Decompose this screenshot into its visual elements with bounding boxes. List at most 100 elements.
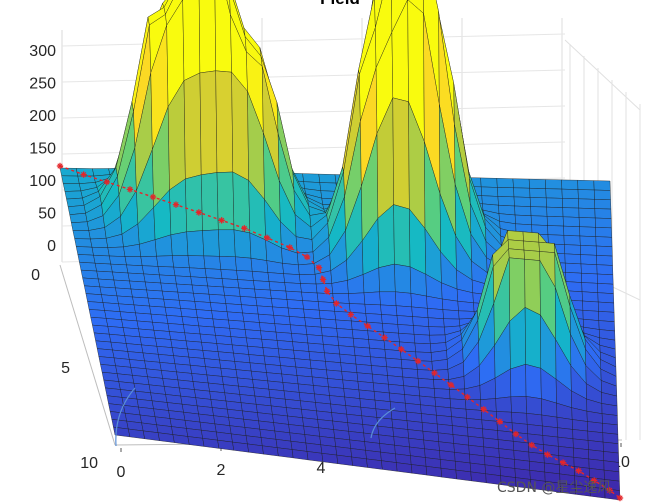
surface-cell (69, 212, 88, 223)
surface-cell (384, 349, 402, 360)
surface-cell (59, 167, 79, 177)
surface-cell (286, 299, 304, 310)
path-marker (431, 369, 438, 377)
surface-cell (395, 291, 412, 308)
surface-cell (259, 322, 277, 333)
path-marker (480, 406, 487, 413)
surface-cell (235, 256, 253, 272)
surface-cell (497, 187, 515, 198)
surface-cell (80, 269, 99, 280)
surface-cell (247, 443, 264, 455)
surface-cell (442, 309, 460, 320)
surface-cell (109, 255, 127, 266)
surface-cell (185, 174, 203, 233)
surface-cell (507, 230, 524, 242)
surface-cell (572, 429, 589, 441)
surface-cell (276, 447, 294, 459)
surface-cell (593, 189, 611, 201)
surface-cell (316, 292, 334, 303)
surface-cell (199, 70, 218, 176)
surface-cell (228, 319, 246, 330)
surface-cell (321, 326, 338, 338)
surface-cell (581, 282, 599, 293)
surface-cell (526, 413, 543, 427)
surface-cell (102, 302, 121, 312)
surface-cell (246, 337, 264, 348)
surface-cell (299, 274, 317, 285)
surface-cell (282, 263, 300, 275)
surface-cell (352, 337, 370, 349)
side-wall-edge (564, 39, 641, 111)
surface-cell (561, 188, 579, 200)
surface-cell (578, 217, 596, 228)
surface-cell (262, 445, 279, 457)
surface-cell (162, 0, 169, 8)
surface-cell (435, 406, 452, 417)
surface-cell (243, 321, 261, 332)
surface-cell (480, 177, 498, 188)
surface-cell (287, 307, 305, 318)
surface-cell (351, 456, 368, 468)
surface-cell (579, 226, 597, 237)
path-marker (126, 186, 134, 193)
surface-cell (244, 329, 262, 340)
surface-cell (178, 300, 197, 310)
surface-cell (87, 301, 105, 311)
surface-cell (272, 306, 290, 317)
surface-cell (143, 273, 162, 284)
surface-cell (218, 229, 236, 258)
surface-cell (202, 229, 220, 257)
surface-cell (496, 178, 514, 189)
surface-cell (319, 182, 338, 192)
surface-cell (271, 298, 289, 309)
surface-cell (401, 367, 419, 379)
surface-cell (497, 196, 515, 207)
path-line (59, 165, 621, 499)
y-tick-label: 0 (31, 267, 40, 284)
surface-cell (449, 398, 467, 410)
surface-cell (530, 206, 548, 217)
surface-cell (232, 441, 249, 453)
surface-cell (183, 72, 202, 180)
surface-cell (115, 287, 133, 298)
surface-cell (546, 206, 564, 218)
path-marker (323, 288, 331, 295)
surface-cell (530, 215, 548, 226)
surface-cell (197, 317, 215, 328)
surface-cell (257, 313, 276, 324)
path-markers (56, 162, 624, 502)
surface-cell (398, 332, 416, 344)
surface-cell (274, 323, 292, 334)
surface-cell (564, 244, 581, 255)
surface-cell (208, 293, 227, 304)
surface-cell (396, 462, 413, 474)
surface-cell (443, 318, 461, 328)
surface-cell (440, 467, 457, 480)
surface-cell (455, 469, 472, 482)
path-marker (414, 357, 422, 365)
surface-cell (379, 291, 397, 306)
surface-cell (303, 308, 321, 319)
surface-cell (412, 316, 430, 327)
surface-cell (524, 258, 541, 316)
surface-cell (190, 276, 208, 287)
surface-cell (230, 336, 248, 347)
surface-cell (595, 236, 613, 247)
surface-cell (321, 453, 339, 464)
surface-cell (395, 305, 413, 317)
surface-cell (368, 339, 386, 350)
surface-cell (417, 369, 434, 380)
surface-cell (183, 324, 201, 335)
surface-cell (85, 293, 104, 303)
surface-cell (119, 311, 138, 322)
surface-cell (172, 255, 190, 269)
surface-cell (353, 346, 371, 358)
surface-cell (255, 297, 273, 308)
surface-cell (142, 430, 160, 441)
surface-cell (545, 197, 563, 208)
surface-cell (221, 278, 240, 289)
surface-cell (594, 217, 612, 229)
surface-cell (396, 315, 414, 326)
surface-cell (262, 347, 280, 358)
surface-cell (75, 246, 94, 256)
